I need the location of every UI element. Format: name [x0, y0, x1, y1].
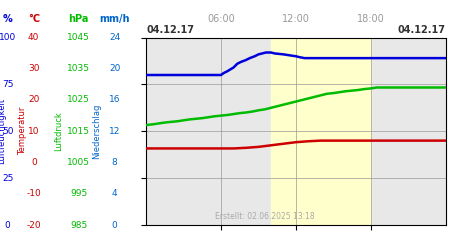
Text: hPa: hPa [68, 14, 89, 24]
Text: Luftfeuchtigkeit: Luftfeuchtigkeit [0, 98, 6, 164]
Text: 985: 985 [70, 220, 87, 230]
Text: 0: 0 [31, 158, 36, 167]
Text: 0: 0 [5, 220, 10, 230]
Text: 4: 4 [112, 189, 117, 198]
Text: 1035: 1035 [67, 64, 90, 73]
Text: 04.12.17: 04.12.17 [397, 25, 446, 35]
Text: 16: 16 [109, 96, 121, 104]
Text: 12:00: 12:00 [282, 14, 310, 24]
Text: 18:00: 18:00 [357, 14, 385, 24]
Text: 995: 995 [70, 189, 87, 198]
Text: 1005: 1005 [67, 158, 90, 167]
Text: 04.12.17: 04.12.17 [146, 25, 194, 35]
Bar [271, 38, 371, 225]
Text: 50: 50 [2, 127, 14, 136]
Text: 75: 75 [2, 80, 14, 89]
Text: 30: 30 [28, 64, 40, 73]
Text: %: % [3, 14, 13, 24]
Text: -10: -10 [27, 189, 41, 198]
Text: 0: 0 [112, 220, 117, 230]
Text: mm/h: mm/h [99, 14, 130, 24]
Text: 25: 25 [2, 174, 14, 182]
Text: 12: 12 [109, 127, 121, 136]
Text: -20: -20 [27, 220, 41, 230]
Text: 10: 10 [28, 127, 40, 136]
Text: 06:00: 06:00 [207, 14, 235, 24]
Text: Niederschlag: Niederschlag [92, 104, 101, 159]
Text: 24: 24 [109, 33, 121, 42]
Text: 1025: 1025 [68, 96, 90, 104]
Text: 20: 20 [28, 96, 40, 104]
Text: 40: 40 [28, 33, 40, 42]
Text: 8: 8 [112, 158, 117, 167]
Text: 100: 100 [0, 33, 16, 42]
Text: Luftdruck: Luftdruck [54, 112, 63, 151]
Text: 20: 20 [109, 64, 121, 73]
Text: 1015: 1015 [67, 127, 90, 136]
Text: Erstellt: 02.06.2025 13:18: Erstellt: 02.06.2025 13:18 [215, 212, 315, 221]
Text: °C: °C [28, 14, 40, 24]
Text: Temperatur: Temperatur [18, 107, 27, 156]
Text: 1045: 1045 [68, 33, 90, 42]
